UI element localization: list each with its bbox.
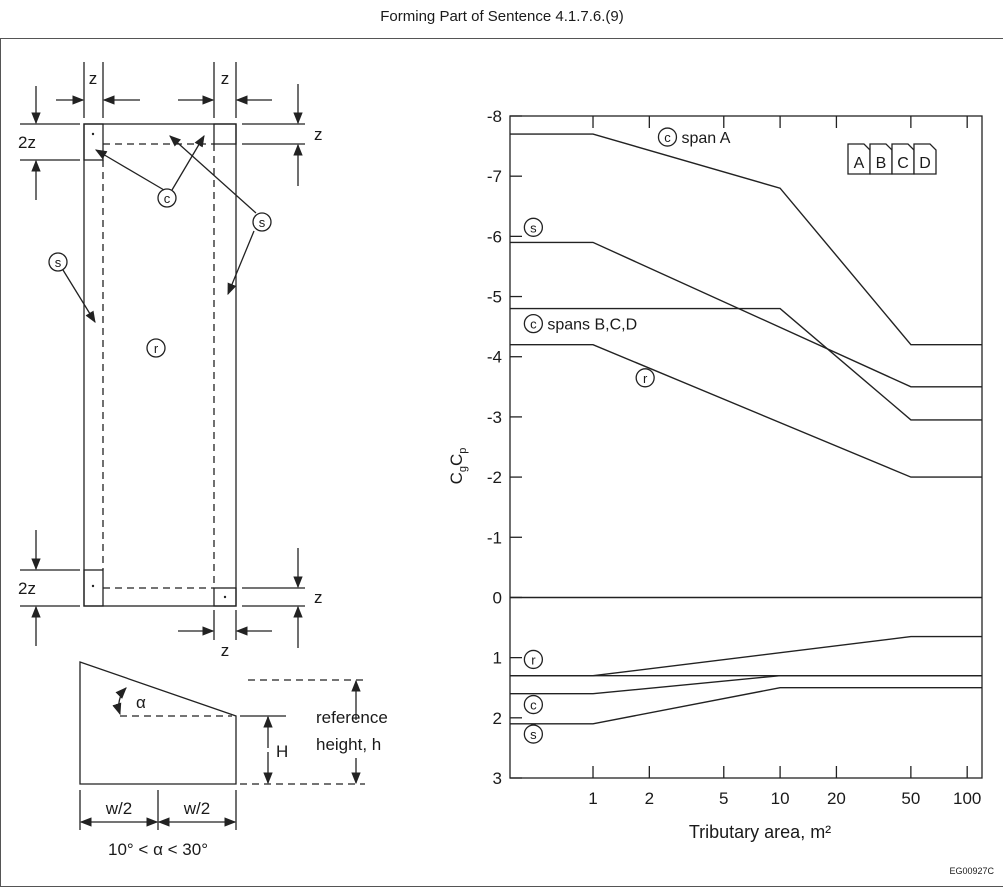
dim-z-bottom: z [221, 641, 230, 660]
corner-zone-top-right [213, 123, 237, 145]
zone-marker-c-plan: c [157, 188, 177, 208]
svg-text:s: s [530, 220, 537, 235]
y-tick-label: -8 [487, 107, 502, 126]
y-tick-label: -2 [487, 468, 502, 487]
dim-H-label: H [276, 742, 288, 761]
svg-text:c: c [664, 130, 671, 145]
half-width-right: w/2 [183, 799, 210, 818]
alpha-label: α [136, 693, 146, 712]
roof-plan-diagram: z z 2z 2z z z z [18, 62, 323, 660]
y-tick-label: -1 [487, 528, 502, 547]
zone-annotation-r: r [523, 649, 544, 670]
corner-zone-top-left [83, 123, 104, 161]
svg-text:r: r [154, 341, 159, 356]
zone-marker-s-plan-left: s [48, 252, 68, 272]
svg-text:D: D [919, 155, 931, 172]
svg-text:r: r [643, 371, 648, 386]
svg-text:A: A [854, 155, 865, 172]
dim-z-right-bottom: z [314, 588, 323, 607]
dim-2z-bottom: 2z [18, 579, 36, 598]
pressure-coefficient-chart: -8 -7 -6 -5 -4 -3 -2 -1 0 1 2 3 1 2 5 10 20 50 100 c span A… [447, 107, 983, 842]
svg-text:c: c [164, 191, 171, 206]
series-line [510, 635, 982, 677]
zone-annotation-s: s [523, 217, 544, 237]
span-box-C: C [891, 143, 915, 175]
x-tick-label: 100 [953, 789, 981, 808]
svg-text:B: B [876, 155, 887, 172]
figure-caption: Forming Part of Sentence 4.1.7.6.(9) [380, 8, 624, 25]
series-line [510, 133, 982, 346]
zone-annotation-c: c [523, 694, 544, 715]
figure-code: EG00927C [949, 866, 994, 876]
span-box-A: A [847, 143, 871, 175]
dim-z-right-top: z [314, 125, 323, 144]
svg-text:s: s [259, 215, 266, 230]
y-tick-label: 2 [493, 709, 502, 728]
dim-z-top-left: z [89, 69, 98, 88]
zone-annotation-r: r [635, 368, 655, 388]
series-line [510, 241, 982, 388]
x-tick-label: 1 [588, 789, 597, 808]
x-tick-label: 20 [827, 789, 846, 808]
svg-text:c: c [530, 698, 537, 713]
span-box-B: B [869, 143, 893, 175]
svg-text:r: r [531, 652, 536, 667]
reference-height-label-1: reference [316, 708, 388, 727]
y-tick-label: 1 [493, 649, 502, 668]
x-tick-label: 2 [645, 789, 654, 808]
y-tick-label: -3 [487, 408, 502, 427]
series-line [510, 687, 982, 725]
roof-outline [83, 123, 237, 607]
corner-zone-bottom-right [213, 587, 237, 607]
svg-text:s: s [55, 255, 62, 270]
y-tick-label: 0 [493, 588, 502, 607]
corner-zone-bottom-left [83, 569, 104, 607]
series-line [510, 344, 982, 478]
span-box-D: D [913, 143, 937, 175]
y-tick-label: -7 [487, 167, 502, 186]
roof-section-outline [79, 661, 237, 785]
x-axis-label: Tributary area, m² [689, 822, 831, 842]
series-line [510, 675, 982, 695]
y-tick-label: 3 [493, 769, 502, 788]
svg-text:c: c [530, 317, 537, 332]
zone-annotation-c: c spans B,C,D [523, 313, 637, 334]
half-width-left: w/2 [105, 799, 132, 818]
dim-2z-top: 2z [18, 133, 36, 152]
svg-text:span A: span A [681, 130, 730, 147]
y-tick-label: -5 [487, 288, 502, 307]
zone-annotation-s: s [523, 724, 544, 744]
svg-text:s: s [530, 727, 537, 742]
y-tick-label: -4 [487, 348, 502, 367]
roof-section-diagram: α H reference height, h w/2 w/2 10° < α … [79, 661, 388, 859]
y-axis-label: CgCp [447, 448, 469, 485]
zone-marker-r-plan: r [146, 338, 166, 358]
figure-frame [0, 38, 1003, 887]
angle-range-label: 10° < α < 30° [108, 840, 208, 859]
series-line [510, 307, 982, 421]
x-tick-label: 50 [901, 789, 920, 808]
dim-z-top-right: z [221, 69, 230, 88]
reference-height-label-2: height, h [316, 735, 381, 754]
x-tick-label: 5 [719, 789, 728, 808]
svg-text:C: C [897, 155, 909, 172]
plot-area [509, 115, 983, 779]
svg-text:spans B,C,D: spans B,C,D [547, 317, 637, 334]
zone-marker-s-plan-right: s [252, 212, 272, 232]
x-tick-label: 10 [771, 789, 790, 808]
zone-annotation-c: c span A [657, 127, 731, 147]
y-tick-label: -6 [487, 227, 502, 246]
